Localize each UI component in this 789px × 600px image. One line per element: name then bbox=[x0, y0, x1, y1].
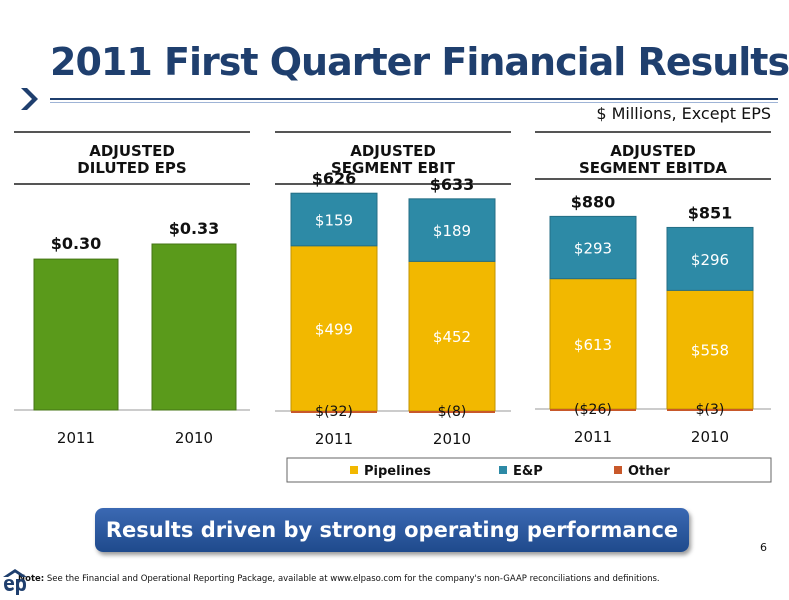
ebit-category-label: 2011 bbox=[315, 430, 353, 448]
results-banner: Results driven by strong operating perfo… bbox=[95, 508, 689, 552]
ebit-bar-pipelines bbox=[290, 245, 378, 412]
ebitda-ep-label: $293 bbox=[574, 240, 612, 258]
title-underline bbox=[50, 98, 778, 100]
ebit-category-label: 2010 bbox=[433, 430, 471, 448]
chevron-right-icon bbox=[21, 88, 38, 110]
legend-swatch bbox=[350, 466, 358, 474]
chart1-title-line1: ADJUSTED bbox=[89, 142, 175, 160]
ebitda-ep-label: $296 bbox=[691, 251, 729, 269]
ebitda-category-label: 2011 bbox=[574, 428, 612, 446]
chart3-title-bottom-rule bbox=[535, 178, 771, 180]
ebit-pipelines-label: $452 bbox=[433, 328, 471, 346]
ebit-bar-pipelines bbox=[408, 260, 496, 412]
ebitda-bar-ep bbox=[666, 226, 754, 291]
ebit-total-label: $633 bbox=[430, 175, 475, 194]
slide-title: 2011 First Quarter Financial Results bbox=[50, 40, 789, 84]
footnote: Note: See the Financial and Operational … bbox=[18, 574, 660, 584]
company-logo-icon bbox=[3, 569, 27, 595]
chart2-title: ADJUSTED SEGMENT EBIT bbox=[275, 143, 511, 177]
ebitda-bar-pipelines bbox=[666, 289, 754, 410]
ebit-pipelines-label: $499 bbox=[315, 320, 353, 338]
chart1-title-line2: DILUTED EPS bbox=[77, 159, 187, 177]
chart2-title-top-rule bbox=[275, 131, 511, 133]
ebit-bar-ep bbox=[408, 198, 496, 262]
title-underline-light bbox=[50, 102, 778, 103]
legend-swatch bbox=[614, 466, 622, 474]
ebit-bar-other bbox=[291, 411, 377, 413]
eps-category-label: 2011 bbox=[57, 429, 95, 447]
legend-label: E&P bbox=[513, 464, 543, 479]
legend-swatch bbox=[499, 466, 507, 474]
eps-value-label: $0.30 bbox=[51, 234, 102, 253]
legend-label: Pipelines bbox=[364, 464, 431, 479]
ebitda-total-label: $851 bbox=[688, 203, 733, 222]
ebitda-category-label: 2010 bbox=[691, 428, 729, 446]
chart1-title-bottom-rule bbox=[14, 183, 250, 185]
chart3-title-line1: ADJUSTED bbox=[610, 142, 696, 160]
ebitda-bar-other bbox=[550, 409, 636, 411]
ebit-bar-other bbox=[409, 411, 495, 413]
ebitda-other-label: $(3) bbox=[696, 402, 725, 418]
ebit-ep-label: $159 bbox=[315, 212, 353, 230]
ebit-ep-label: $189 bbox=[433, 222, 471, 240]
ebit-bar-ep bbox=[290, 192, 378, 247]
chart1-title: ADJUSTED DILUTED EPS bbox=[14, 143, 250, 177]
ebitda-pipelines-label: $558 bbox=[691, 342, 729, 360]
page-number: 6 bbox=[760, 541, 767, 554]
eps-value-label: $0.33 bbox=[169, 219, 220, 238]
ebitda-other-label: ($26) bbox=[574, 402, 612, 418]
ebit-other-label: $(32) bbox=[315, 404, 353, 420]
legend-label: Other bbox=[628, 464, 670, 479]
ebitda-total-label: $880 bbox=[571, 192, 616, 211]
eps-bar bbox=[33, 258, 119, 411]
footnote-text: See the Financial and Operational Report… bbox=[44, 574, 660, 584]
ebitda-pipelines-label: $613 bbox=[574, 336, 612, 354]
units-label: $ Millions, Except EPS bbox=[596, 104, 771, 123]
chart3-title-line2: SEGMENT EBITDA bbox=[578, 159, 728, 177]
footnote-prefix: Note: bbox=[18, 574, 45, 584]
ebitda-bar-pipelines bbox=[549, 278, 637, 410]
chart1-title-top-rule bbox=[14, 131, 250, 133]
eps-category-label: 2010 bbox=[175, 429, 213, 447]
chart2-title-bottom-rule bbox=[275, 183, 511, 185]
chart3-title: ADJUSTED SEGMENT EBITDA bbox=[535, 143, 771, 177]
eps-bar bbox=[151, 243, 237, 411]
chart2-title-line1: ADJUSTED bbox=[350, 142, 436, 160]
legend-box bbox=[286, 457, 772, 483]
ebit-other-label: $(8) bbox=[438, 404, 467, 420]
ebitda-bar-ep bbox=[549, 215, 637, 280]
ebitda-bar-other bbox=[667, 409, 753, 411]
chart2-title-line2: SEGMENT EBIT bbox=[330, 159, 456, 177]
ebit-total-label: $626 bbox=[312, 169, 357, 188]
chart3-title-top-rule bbox=[535, 131, 771, 133]
